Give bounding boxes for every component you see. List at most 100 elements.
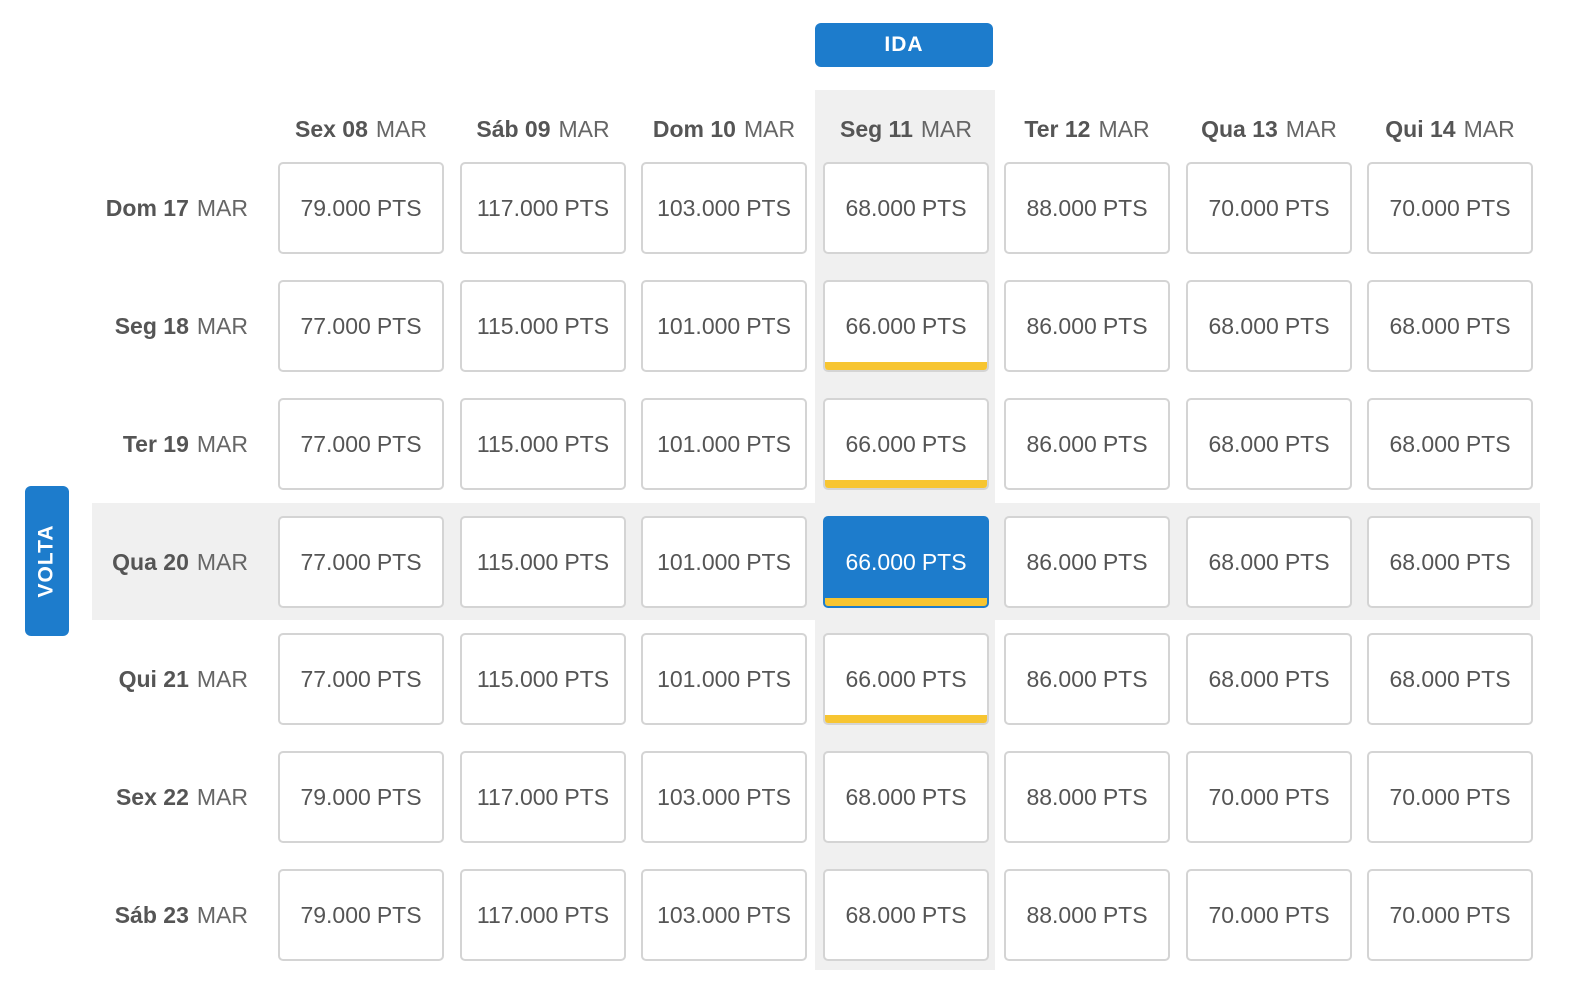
fare-cell[interactable]: 101.000 PTS	[641, 633, 807, 725]
fare-unit: PTS	[564, 312, 610, 339]
fare-cell[interactable]: 79.000 PTS	[278, 162, 444, 254]
fare-cell[interactable]: 115.000 PTS	[460, 398, 626, 490]
fare-cell[interactable]: 66.000 PTS	[823, 280, 989, 372]
fare-cell[interactable]: 101.000 PTS	[641, 516, 807, 608]
return-month: MAR	[196, 666, 248, 692]
return-day: Ter 19	[122, 431, 189, 457]
fare-cell[interactable]: 101.000 PTS	[641, 280, 807, 372]
return-day: Sex 22	[115, 784, 189, 810]
outbound-date-header: Qui 14 MAR	[1359, 110, 1541, 148]
fare-unit: PTS	[1465, 548, 1511, 575]
return-date-header: Ter 19 MAR	[60, 398, 248, 491]
fare-cell[interactable]: 115.000 PTS	[460, 280, 626, 372]
fare-unit: PTS	[746, 194, 791, 221]
fare-points: 86.000	[1026, 312, 1097, 339]
fare-cell[interactable]: 68.000 PTS	[1186, 398, 1352, 490]
fare-unit: PTS	[376, 901, 422, 928]
fare-unit: PTS	[1465, 665, 1511, 692]
fare-points: 68.000	[845, 783, 916, 810]
fare-cell[interactable]: 88.000 PTS	[1004, 162, 1170, 254]
fare-cell[interactable]: 103.000 PTS	[641, 751, 807, 843]
fare-cell[interactable]: 77.000 PTS	[278, 280, 444, 372]
fare-cell[interactable]: 79.000 PTS	[278, 751, 444, 843]
fare-cell[interactable]: 117.000 PTS	[460, 162, 626, 254]
fare-cell[interactable]: 66.000 PTS	[823, 633, 989, 725]
fare-cell[interactable]: 77.000 PTS	[278, 633, 444, 725]
fare-cell[interactable]: 68.000 PTS	[1186, 280, 1352, 372]
fare-cell[interactable]: 68.000 PTS	[1367, 633, 1533, 725]
outbound-day: Qua 13	[1201, 115, 1278, 142]
outbound-date-header: Sex 08 MAR	[270, 110, 452, 148]
fare-points: 68.000	[1208, 665, 1279, 692]
fare-cell-selected[interactable]: 66.000 PTS	[823, 516, 989, 608]
fare-points: 68.000	[845, 194, 916, 221]
fare-cell[interactable]: 103.000 PTS	[641, 869, 807, 961]
fare-cell[interactable]: 70.000 PTS	[1367, 751, 1533, 843]
fare-cell[interactable]: 68.000 PTS	[1367, 516, 1533, 608]
fare-cell[interactable]: 88.000 PTS	[1004, 869, 1170, 961]
fare-unit: PTS	[564, 194, 610, 221]
outbound-month: MAR	[558, 115, 610, 142]
fare-cell[interactable]: 77.000 PTS	[278, 398, 444, 490]
fare-points: 86.000	[1026, 430, 1097, 457]
fare-cell[interactable]: 68.000 PTS	[1367, 398, 1533, 490]
fare-points: 79.000	[300, 194, 371, 221]
fare-cell[interactable]: 117.000 PTS	[460, 751, 626, 843]
fare-points: 66.000	[845, 312, 916, 339]
fare-cell[interactable]: 115.000 PTS	[460, 633, 626, 725]
outbound-label: IDA	[815, 23, 993, 67]
outbound-date-header: Dom 10 MAR	[633, 110, 815, 148]
fare-cell[interactable]: 79.000 PTS	[278, 869, 444, 961]
fare-cell[interactable]: 70.000 PTS	[1186, 869, 1352, 961]
outbound-day: Dom 10	[652, 115, 736, 142]
fare-cell[interactable]: 66.000 PTS	[823, 398, 989, 490]
fare-cell[interactable]: 103.000 PTS	[641, 162, 807, 254]
fare-unit: PTS	[376, 312, 422, 339]
fare-cell[interactable]: 70.000 PTS	[1367, 162, 1533, 254]
fare-cell[interactable]: 70.000 PTS	[1367, 869, 1533, 961]
fare-cell[interactable]: 86.000 PTS	[1004, 516, 1170, 608]
fare-cell[interactable]: 115.000 PTS	[460, 516, 626, 608]
outbound-month: MAR	[1098, 115, 1150, 142]
fare-cell[interactable]: 117.000 PTS	[460, 869, 626, 961]
fare-cell[interactable]: 68.000 PTS	[1186, 633, 1352, 725]
fare-points: 66.000	[845, 665, 916, 692]
fare-unit: PTS	[1102, 783, 1148, 810]
fare-cell[interactable]: 86.000 PTS	[1004, 280, 1170, 372]
fare-points: 66.000	[845, 430, 916, 457]
fare-cell[interactable]: 70.000 PTS	[1186, 751, 1352, 843]
fare-unit: PTS	[1102, 901, 1148, 928]
fare-cell[interactable]: 86.000 PTS	[1004, 398, 1170, 490]
return-date-header: Sex 22 MAR	[60, 751, 248, 844]
fare-unit: PTS	[746, 312, 791, 339]
fare-unit: PTS	[746, 901, 791, 928]
fare-unit: PTS	[1102, 312, 1148, 339]
fare-unit: PTS	[376, 194, 422, 221]
outbound-date-header: Sáb 09 MAR	[452, 110, 634, 148]
outbound-day: Qui 14	[1385, 115, 1456, 142]
fare-cell[interactable]: 77.000 PTS	[278, 516, 444, 608]
fare-cell[interactable]: 68.000 PTS	[823, 869, 989, 961]
fare-unit: PTS	[1465, 783, 1511, 810]
fare-cell[interactable]: 68.000 PTS	[823, 162, 989, 254]
fare-cell[interactable]: 68.000 PTS	[1186, 516, 1352, 608]
fare-unit: PTS	[746, 665, 791, 692]
fare-cell[interactable]: 70.000 PTS	[1186, 162, 1352, 254]
fare-cell[interactable]: 68.000 PTS	[823, 751, 989, 843]
return-date-header: Dom 17 MAR	[60, 162, 248, 255]
fare-unit: PTS	[1284, 548, 1330, 575]
fare-cell[interactable]: 88.000 PTS	[1004, 751, 1170, 843]
fare-unit: PTS	[376, 783, 422, 810]
fare-unit: PTS	[1465, 312, 1511, 339]
outbound-month: MAR	[375, 115, 428, 142]
fare-points: 70.000	[1389, 783, 1460, 810]
fare-points: 68.000	[845, 901, 916, 928]
fare-cell[interactable]: 101.000 PTS	[641, 398, 807, 490]
fare-points: 68.000	[1208, 548, 1279, 575]
fare-points: 77.000	[300, 312, 371, 339]
fare-cell[interactable]: 86.000 PTS	[1004, 633, 1170, 725]
fare-cell[interactable]: 68.000 PTS	[1367, 280, 1533, 372]
fare-points: 117.000	[476, 901, 559, 928]
return-month: MAR	[196, 313, 248, 339]
